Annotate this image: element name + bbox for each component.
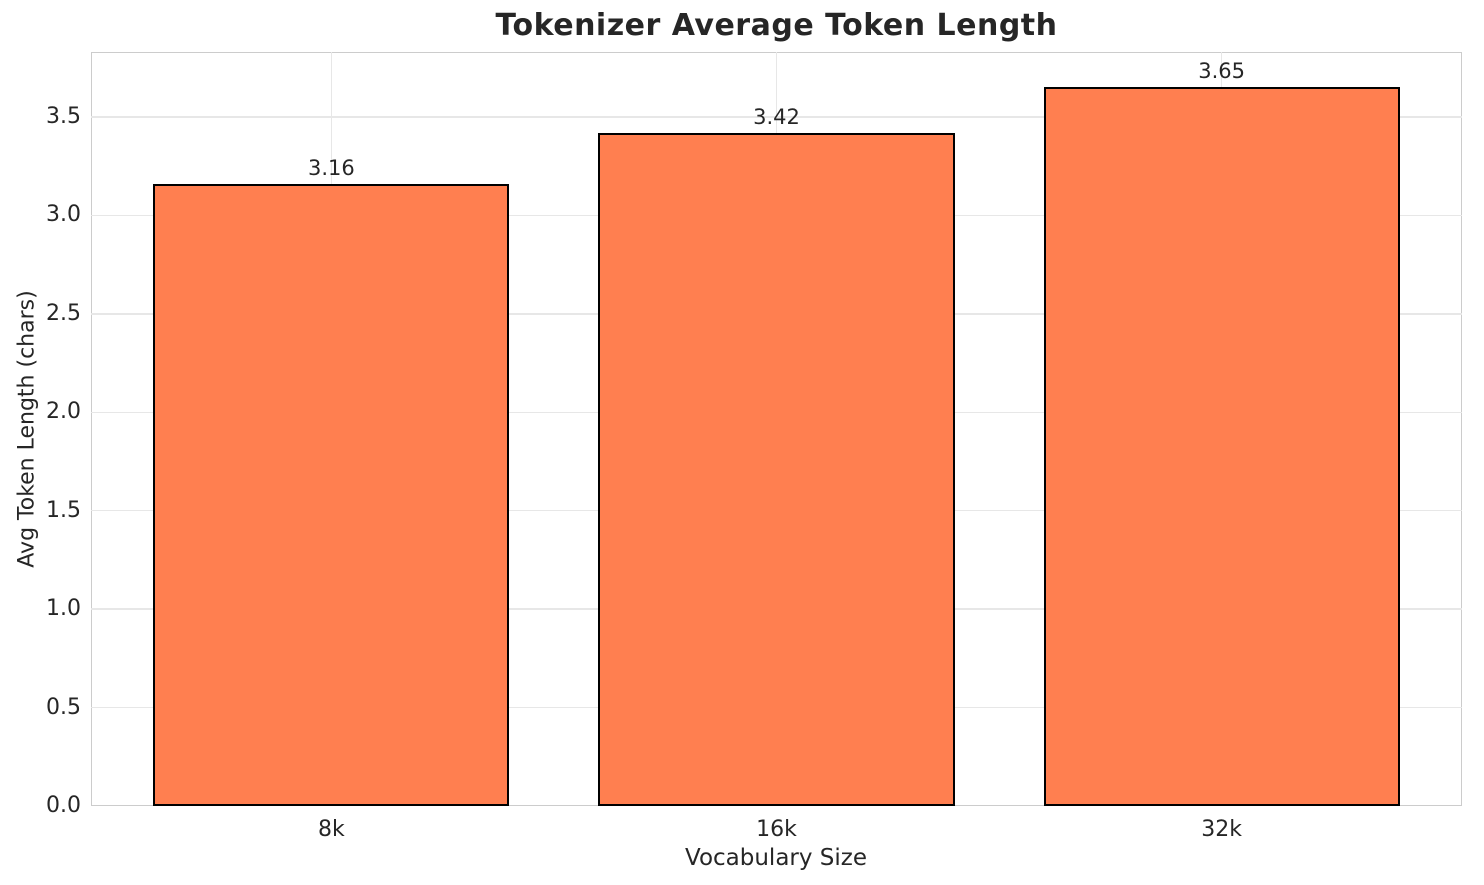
y-tick-label: 3.0	[46, 202, 81, 228]
x-tick-label: 32k	[1201, 817, 1242, 842]
bar-value-label: 3.42	[753, 104, 800, 129]
chart-title: Tokenizer Average Token Length	[495, 8, 1058, 43]
bar	[1043, 87, 1400, 806]
y-tick-label: 2.0	[46, 399, 81, 425]
y-tick-label: 2.5	[46, 300, 81, 326]
y-tick-label: 3.5	[46, 103, 81, 129]
plot-area: 3.16 3.42 3.65	[91, 52, 1462, 806]
bar	[153, 183, 510, 806]
y-tick-label: 0.0	[46, 793, 81, 818]
bar-value-label: 3.16	[307, 155, 355, 180]
y-axis-label: Avg Token Length (chars)	[14, 290, 40, 568]
y-tick-label: 1.0	[46, 596, 81, 622]
bar	[598, 132, 955, 806]
x-tick-label: 8k	[317, 817, 345, 842]
y-tick-label: 0.5	[46, 694, 81, 720]
bar-value-label: 3.65	[1198, 59, 1246, 84]
y-tick-label: 1.5	[46, 497, 81, 523]
x-tick-label: 16k	[756, 817, 797, 842]
x-axis-label: Vocabulary Size	[684, 845, 868, 871]
